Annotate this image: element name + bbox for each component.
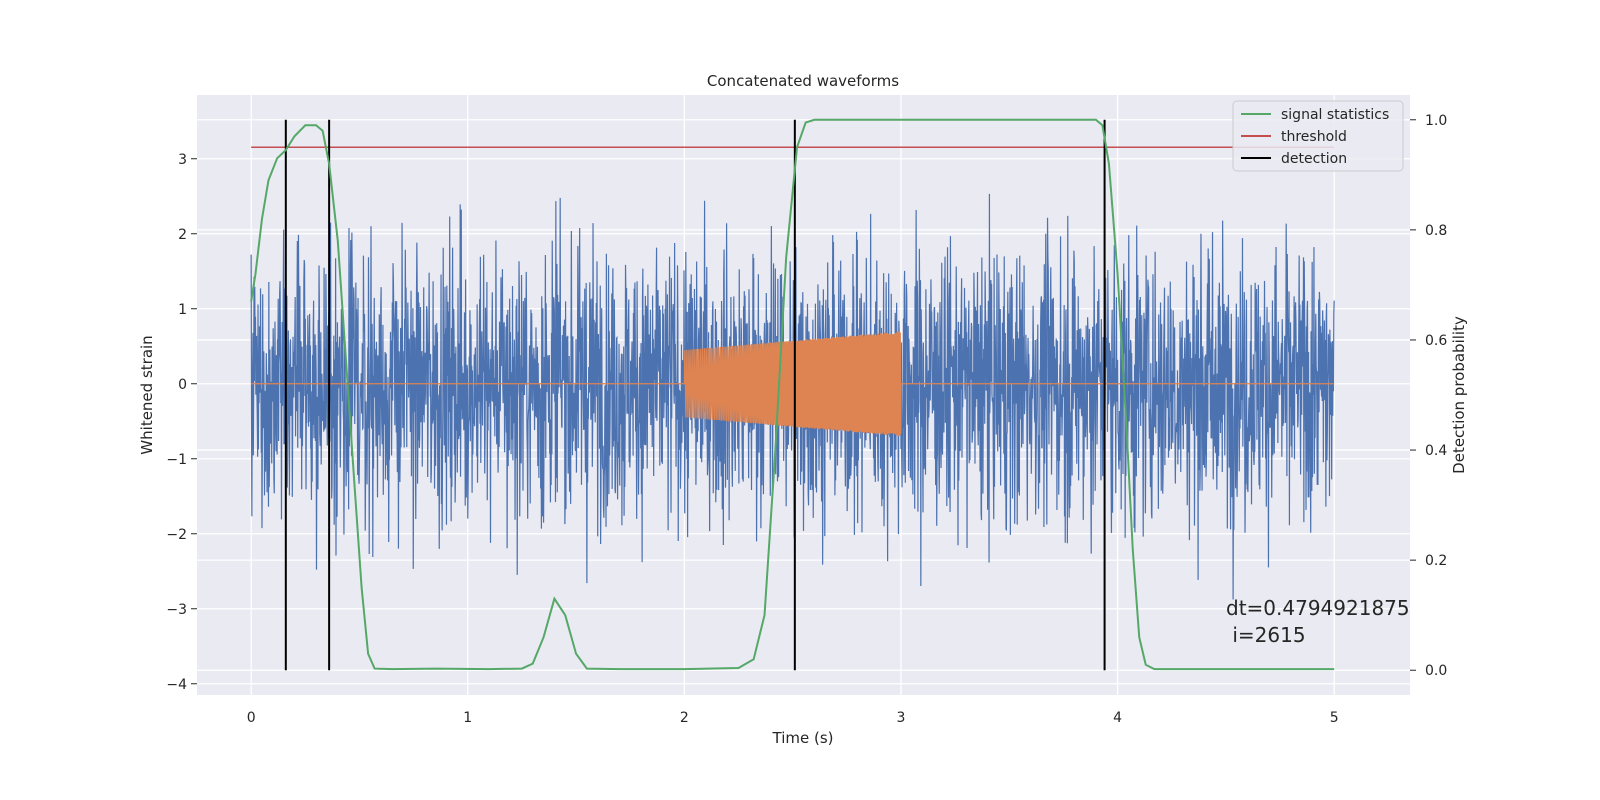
- y-right-tick-label: 1.0: [1425, 113, 1447, 129]
- x-tick-label: 2: [680, 710, 689, 726]
- y-left-tick-label: 1: [178, 302, 187, 318]
- annotation-dt: dt=0.4794921875: [1226, 596, 1410, 620]
- legend-label-threshold: threshold: [1281, 129, 1347, 145]
- y-right-tick-label: 0.8: [1425, 223, 1447, 239]
- chart-title: Concatenated waveforms: [707, 72, 899, 90]
- legend-label-signal-statistics: signal statistics: [1281, 107, 1389, 123]
- y-axis-right-ticks: 0.0 0.2 0.4 0.6 0.8 1.0: [1410, 113, 1447, 679]
- x-tick-label: 5: [1330, 710, 1339, 726]
- y-left-tick-label: 3: [178, 152, 187, 168]
- grid-lines: [197, 95, 1410, 695]
- legend: signal statistics threshold detection: [1232, 100, 1404, 172]
- x-tick-label: 3: [897, 710, 906, 726]
- y-right-tick-label: 0.6: [1425, 333, 1447, 349]
- x-axis-label: Time (s): [772, 729, 834, 747]
- legend-label-detection: detection: [1281, 151, 1347, 167]
- legend-box: [1232, 100, 1404, 172]
- y-right-tick-label: 0.0: [1425, 663, 1447, 679]
- series-detection: [284, 119, 1106, 671]
- y-axis-left-label: Whitened strain: [138, 335, 156, 454]
- y-axis-left-ticks: −4 −3 −2 −1 0 1 2 3: [166, 152, 197, 693]
- x-tick-label: 0: [247, 710, 256, 726]
- series-injected-chirp: [251, 331, 1335, 437]
- y-axis-right-label: Detection probability: [1450, 316, 1468, 474]
- y-left-tick-label: −4: [166, 677, 187, 693]
- x-tick-label: 1: [463, 710, 472, 726]
- y-left-tick-label: 2: [178, 227, 187, 243]
- y-left-tick-label: −3: [166, 602, 187, 618]
- y-left-tick-label: −2: [166, 527, 187, 543]
- y-right-tick-label: 0.4: [1425, 443, 1447, 459]
- x-tick-label: 4: [1113, 710, 1122, 726]
- y-left-tick-label: 0: [178, 377, 187, 393]
- x-axis-ticks: 0 1 2 3 4 5: [247, 710, 1339, 726]
- series-signal-statistics: [250, 118, 1335, 671]
- y-right-tick-label: 0.2: [1425, 553, 1447, 569]
- y-left-tick-label: −1: [166, 452, 187, 468]
- annotation-index: i=2615: [1226, 623, 1306, 647]
